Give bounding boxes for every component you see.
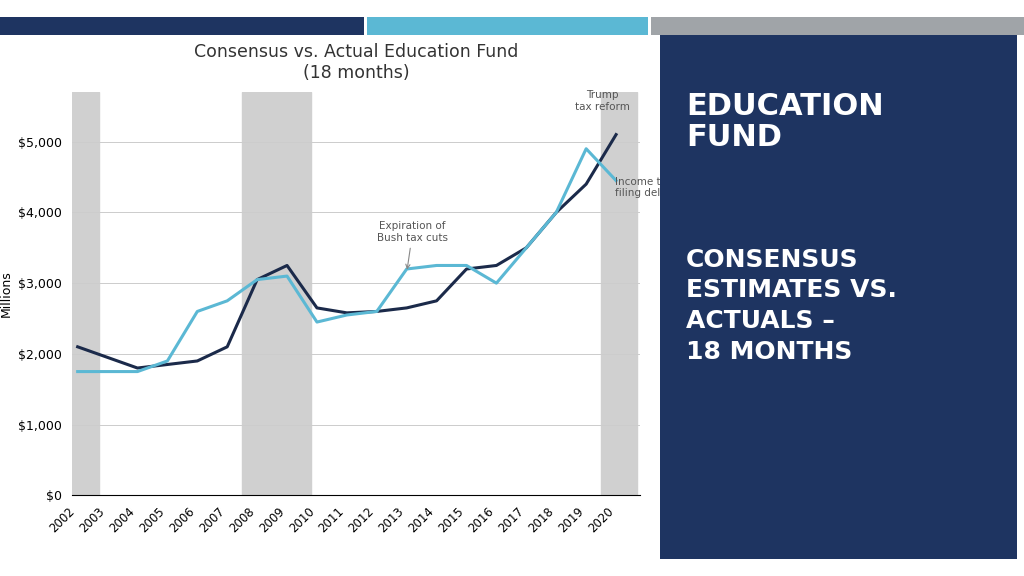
Bar xyxy=(601,92,637,495)
Bar xyxy=(72,92,98,495)
Text: Income tax
filing delay: Income tax filing delay xyxy=(614,177,673,199)
Text: Expiration of
Bush tax cuts: Expiration of Bush tax cuts xyxy=(377,221,449,268)
Y-axis label: Millions: Millions xyxy=(0,270,12,317)
Text: CONSENSUS
ESTIMATES VS.
ACTUALS –
18 MONTHS: CONSENSUS ESTIMATES VS. ACTUALS – 18 MON… xyxy=(686,248,897,363)
Text: EDUCATION
FUND: EDUCATION FUND xyxy=(686,92,884,153)
Title: Consensus vs. Actual Education Fund
(18 months): Consensus vs. Actual Education Fund (18 … xyxy=(194,43,518,82)
Text: Trump
tax reform: Trump tax reform xyxy=(575,90,630,112)
Bar xyxy=(242,92,311,495)
